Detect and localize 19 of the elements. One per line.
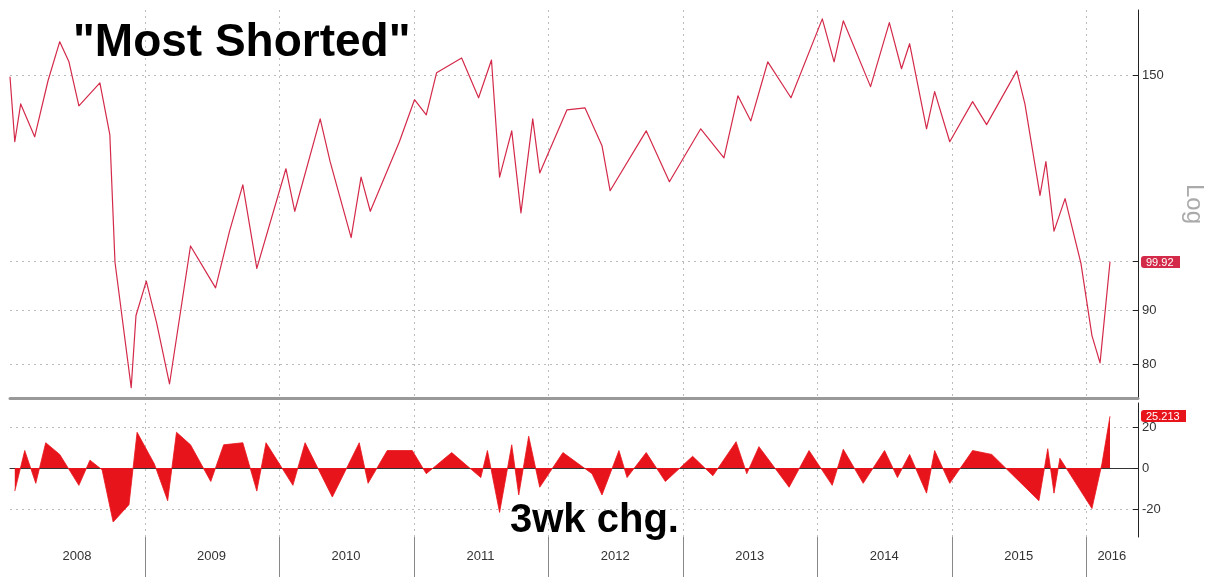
x-tick-label: 2010 — [331, 548, 361, 563]
y-tick-label: 80 — [1142, 356, 1157, 372]
y-tick-label: 0 — [1142, 460, 1150, 476]
y-tick-label: 90 — [1142, 302, 1157, 318]
x-tick-label: 2016 — [1097, 548, 1127, 563]
y-tick-label: 150 — [1142, 67, 1164, 83]
text: 3wk chg. — [510, 496, 679, 540]
x-tick-label: 2014 — [869, 548, 899, 563]
y-axis-title: Log — [1181, 183, 1205, 225]
x-tick-label: 2011 — [466, 548, 495, 563]
x-tick-label: 2013 — [735, 548, 765, 563]
y-tick-label: -20 — [1142, 501, 1161, 517]
text: 99.92 — [1146, 255, 1174, 268]
x-tick-label: 2015 — [1004, 548, 1034, 563]
chart-title: "Most Shorted" — [73, 14, 411, 66]
x-tick-label: 2009 — [197, 548, 226, 563]
x-tick-label: 2008 — [62, 548, 92, 563]
x-tick-label: 2012 — [600, 548, 630, 563]
line-series — [9, 18, 1111, 389]
